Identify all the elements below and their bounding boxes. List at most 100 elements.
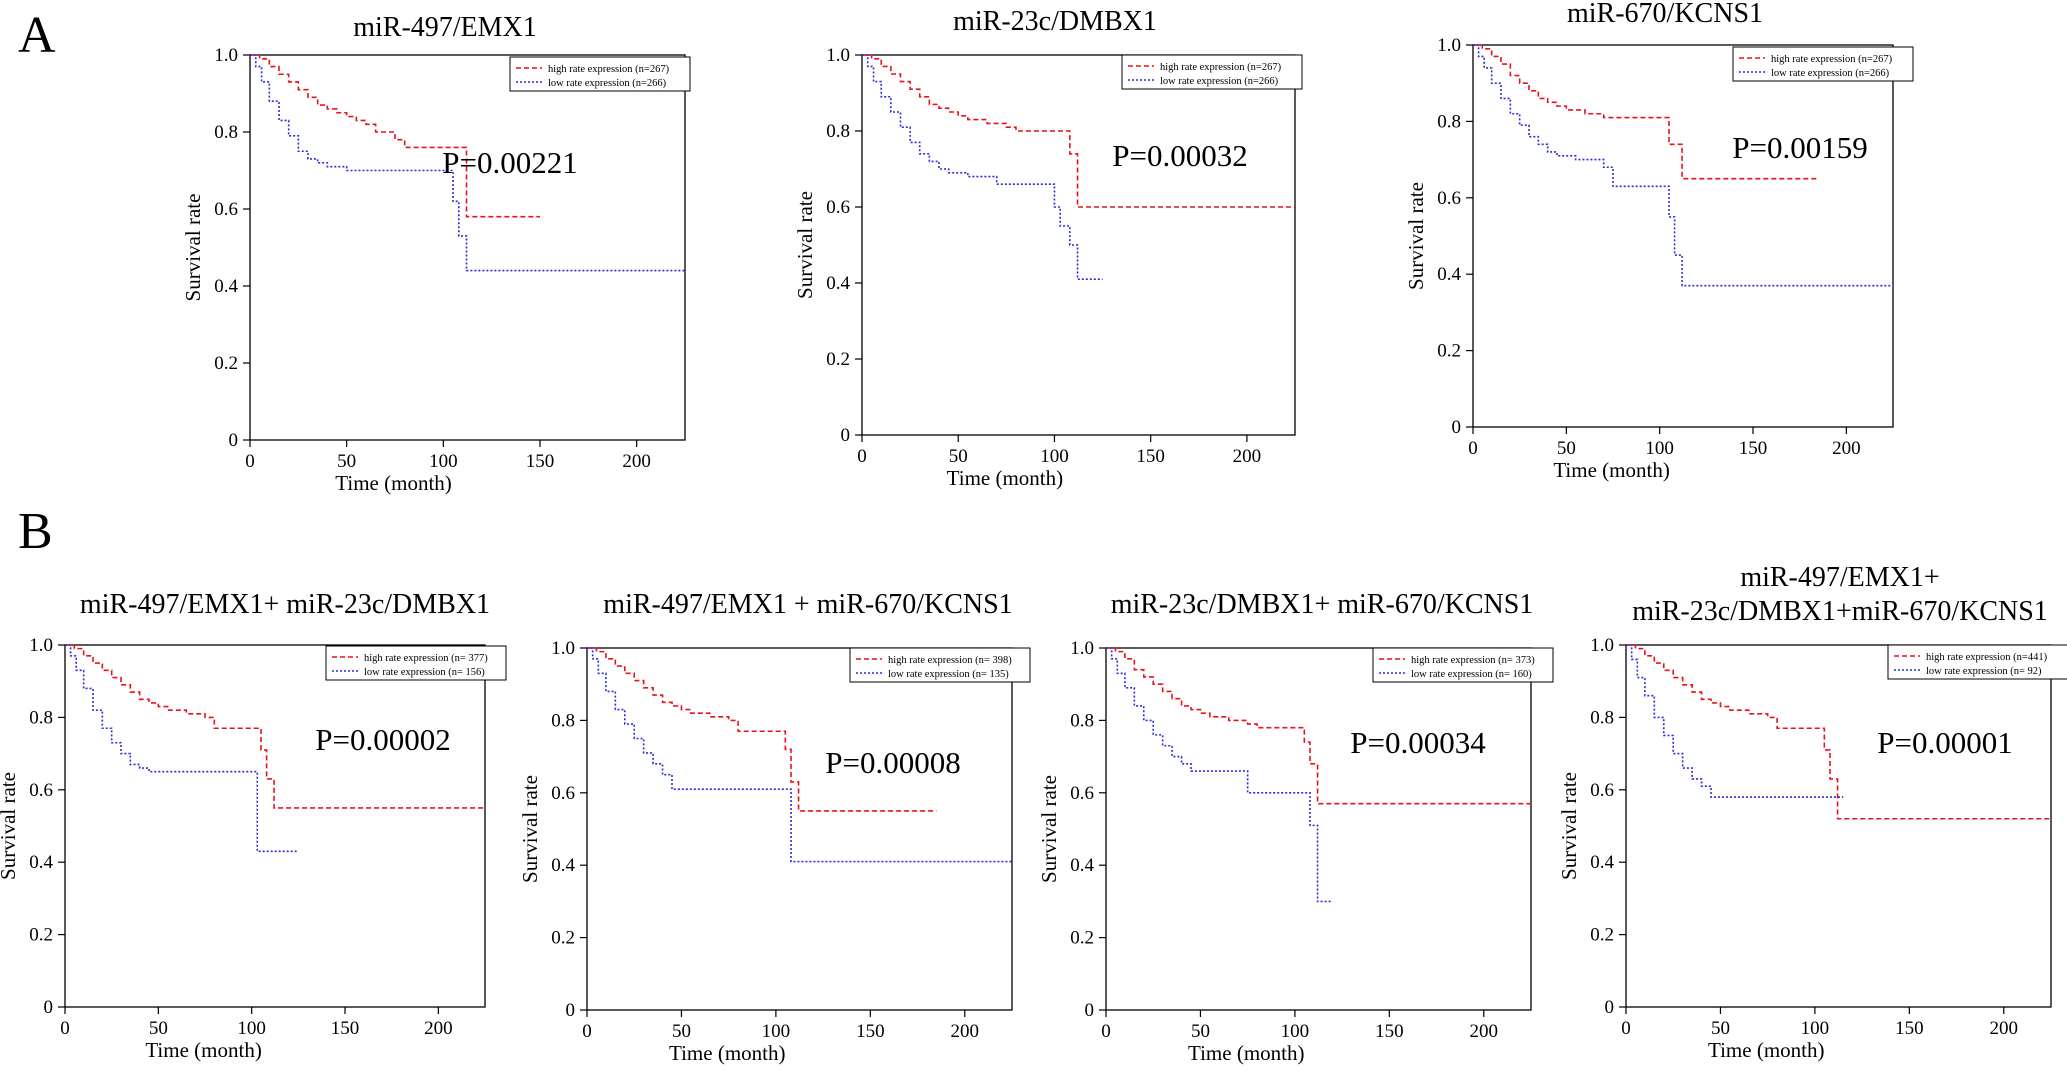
- y-axis-label: Survival rate: [793, 191, 817, 299]
- km-chart-a2: miR-23c/DMBX1 0 50 100 150 200 0 0.2 0.4 0.6 0.8 1.…: [793, 6, 1303, 490]
- km-curve-high: [250, 54, 540, 218]
- km-curve-low: [862, 54, 1103, 280]
- km-curve-high: [1626, 644, 2051, 820]
- y-tick-label: 1.0: [1070, 638, 1094, 659]
- y-tick-label: 1.0: [214, 45, 238, 66]
- chart-title: miR-23c/DMBX1+ miR-670/KCNS1: [1111, 589, 1534, 620]
- x-tick-label: 200: [622, 451, 651, 472]
- chart-title: miR-497/EMX1+ miR-23c/DMBX1: [80, 589, 490, 620]
- legend: high rate expression (n=267) low rate exp…: [1732, 46, 1914, 82]
- y-tick-label: 0.2: [1070, 928, 1094, 949]
- y-tick-label: 0: [1085, 1000, 1095, 1021]
- y-tick-label: 0: [44, 997, 54, 1018]
- x-tick-label: 50: [949, 446, 968, 467]
- x-axis-label: Time (month): [947, 466, 1063, 490]
- legend: high rate expression (n=441) low rate exp…: [1887, 644, 2067, 680]
- y-tick-label: 0.8: [1437, 111, 1461, 132]
- plot-frame: [1472, 44, 1894, 428]
- x-tick-label: 100: [1281, 1021, 1310, 1042]
- y-axis-label: Survival rate: [1404, 182, 1428, 290]
- legend-label-high: high rate expression (n=267): [1771, 54, 1893, 65]
- p-value: P=0.00034: [1350, 725, 1486, 760]
- legend: high rate expression (n= 398) low rate ex…: [849, 647, 1031, 683]
- legend-label-high: high rate expression (n= 373): [1411, 655, 1535, 666]
- legend-label-low: low rate expression (n=266): [1771, 68, 1890, 79]
- legend-box: [1372, 647, 1554, 683]
- x-tick-label: 0: [582, 1021, 592, 1042]
- x-tick-label: 150: [331, 1018, 360, 1039]
- x-tick-label: 100: [762, 1021, 791, 1042]
- x-tick-label: 150: [1375, 1021, 1404, 1042]
- km-chart-b2: miR-497/EMX1 + miR-670/KCNS1 0 50 100 150 200…: [518, 589, 1031, 1065]
- chart-title: miR-23c/DMBX1+miR-670/KCNS1: [1632, 596, 2048, 627]
- x-tick-label: 0: [857, 446, 867, 467]
- x-tick-label: 0: [245, 451, 255, 472]
- y-tick-label: 0: [1452, 417, 1462, 438]
- y-tick-label: 0: [1605, 997, 1615, 1018]
- plot-frame: [1625, 644, 2052, 1008]
- y-axis-label: Survival rate: [0, 772, 20, 880]
- x-tick-label: 0: [1101, 1021, 1111, 1042]
- y-tick-label: 0: [841, 425, 851, 446]
- x-tick-label: 100: [1040, 446, 1069, 467]
- x-tick-label: 100: [1801, 1018, 1830, 1039]
- p-value: P=0.00159: [1732, 130, 1867, 165]
- chart-title: miR-23c/DMBX1: [953, 6, 1157, 37]
- y-tick-label: 0.4: [551, 855, 575, 876]
- y-tick-label: 0: [229, 430, 239, 451]
- x-tick-label: 150: [1739, 438, 1768, 459]
- km-curve-low: [1626, 644, 1844, 798]
- km-curve-low: [250, 54, 685, 272]
- legend-label-high: high rate expression (n=267): [1160, 62, 1282, 73]
- legend-label-low: low rate expression (n= 135): [888, 669, 1009, 680]
- x-tick-label: 200: [1233, 446, 1262, 467]
- y-tick-label: 0.4: [214, 276, 238, 297]
- y-tick-label: 0.8: [826, 121, 850, 142]
- x-tick-label: 50: [149, 1018, 168, 1039]
- plot-frame: [249, 54, 686, 441]
- y-axis-label: Survival rate: [181, 194, 205, 302]
- x-tick-label: 100: [237, 1018, 266, 1039]
- x-axis-label: Time (month): [335, 471, 451, 495]
- legend-label-low: low rate expression (n=266): [1160, 76, 1279, 87]
- y-tick-label: 0.8: [214, 122, 238, 143]
- y-tick-label: 0.2: [551, 928, 575, 949]
- y-axis-label: Survival rate: [1557, 772, 1581, 880]
- y-tick-label: 0.2: [1437, 341, 1461, 362]
- y-tick-label: 0.4: [29, 852, 53, 873]
- km-chart-b4: miR-497/EMX1+miR-23c/DMBX1+miR-670/KCNS1…: [1557, 562, 2067, 1062]
- x-tick-label: 50: [1191, 1021, 1210, 1042]
- x-axis-label: Time (month): [1553, 458, 1669, 482]
- legend: high rate expression (n=267) low rate exp…: [1121, 54, 1303, 90]
- y-axis-label: Survival rate: [518, 775, 542, 883]
- legend-label-low: low rate expression (n= 92): [1926, 666, 2042, 677]
- plot-frame: [64, 644, 486, 1008]
- y-tick-label: 0.2: [214, 353, 238, 374]
- legend: high rate expression (n= 377) low rate ex…: [325, 645, 507, 681]
- y-tick-label: 0.2: [1590, 925, 1614, 946]
- y-tick-label: 1.0: [1437, 35, 1461, 56]
- p-value: P=0.00002: [315, 722, 450, 757]
- km-curve-high: [587, 647, 937, 812]
- y-tick-label: 1.0: [29, 635, 53, 656]
- y-tick-label: 0: [566, 1000, 576, 1021]
- x-tick-label: 50: [1557, 438, 1576, 459]
- y-tick-label: 0.6: [826, 197, 850, 218]
- x-tick-label: 200: [424, 1018, 453, 1039]
- legend-box: [509, 56, 691, 92]
- y-tick-label: 0.8: [1070, 710, 1094, 731]
- x-tick-label: 0: [1468, 438, 1478, 459]
- chart-title: miR-497/EMX1+: [1740, 562, 1939, 593]
- km-chart-a3: miR-670/KCNS1 0 50 100 150 200 0 0.2 0.4 0.6 0.8 1.…: [1404, 0, 1914, 482]
- y-tick-label: 1.0: [826, 45, 850, 66]
- x-axis-label: Time (month): [1188, 1041, 1304, 1065]
- x-axis-label: Time (month): [145, 1038, 261, 1062]
- x-tick-label: 50: [672, 1021, 691, 1042]
- legend-box: [325, 645, 507, 681]
- km-chart-b3: miR-23c/DMBX1+ miR-670/KCNS1 0 50 100 150 200…: [1037, 589, 1554, 1065]
- y-tick-label: 0.2: [826, 349, 850, 370]
- x-tick-label: 100: [1645, 438, 1674, 459]
- legend-label-low: low rate expression (n= 156): [364, 667, 485, 678]
- x-axis-label: Time (month): [1708, 1038, 1824, 1062]
